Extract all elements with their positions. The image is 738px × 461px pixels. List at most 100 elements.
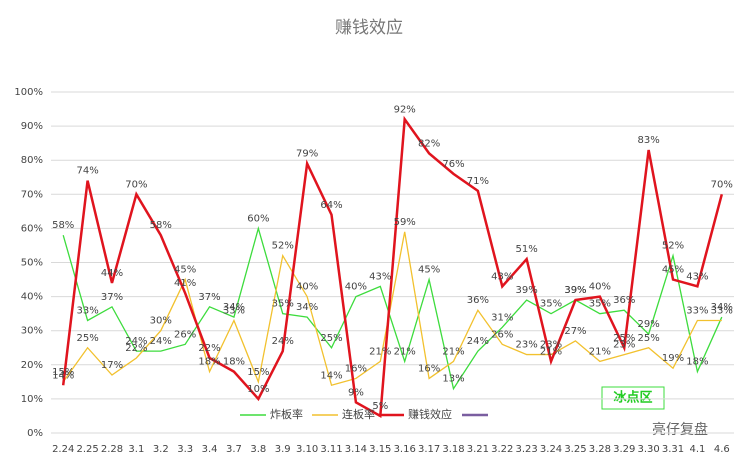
data-label: 71% (467, 176, 489, 187)
data-label: 14% (52, 370, 74, 381)
data-label: 83% (638, 135, 660, 146)
data-label: 76% (442, 159, 464, 170)
data-label: 30% (150, 316, 172, 327)
data-label: 14% (320, 370, 342, 381)
data-label: 34% (296, 302, 318, 313)
data-label: 25% (613, 333, 635, 344)
data-label: 26% (491, 329, 513, 340)
series-line (62, 231, 722, 387)
data-label: 5% (372, 401, 388, 412)
data-label: 82% (418, 138, 440, 149)
legend-label: 连板率 (342, 407, 375, 421)
y-tick-label: 100% (14, 87, 43, 98)
data-label: 36% (467, 295, 489, 306)
data-label: 9% (348, 387, 364, 398)
data-label: 37% (101, 292, 123, 303)
x-tick-label: 3.22 (491, 444, 513, 455)
data-label: 31% (491, 312, 513, 323)
data-label: 45% (174, 265, 196, 276)
data-label: 33% (223, 305, 245, 316)
data-label: 24% (272, 336, 294, 347)
x-tick-label: 3.11 (320, 444, 342, 455)
data-label: 51% (516, 244, 538, 255)
data-label: 26% (174, 329, 196, 340)
x-tick-label: 3.7 (226, 444, 242, 455)
data-label: 18% (223, 357, 245, 368)
data-label: 34% (711, 302, 733, 313)
data-label: 52% (272, 241, 294, 252)
x-tick-label: 2.28 (101, 444, 123, 455)
data-label: 79% (296, 149, 318, 160)
data-label: 18% (198, 357, 220, 368)
data-label: 40% (589, 282, 611, 293)
data-label: 40% (345, 282, 367, 293)
data-label: 60% (247, 213, 269, 224)
data-label: 21% (394, 346, 416, 357)
x-tick-label: 2.25 (76, 444, 98, 455)
x-tick-label: 3.15 (369, 444, 391, 455)
x-tick-label: 2.24 (52, 444, 74, 455)
data-label: 58% (52, 220, 74, 231)
data-label: 29% (638, 319, 660, 330)
data-label: 45% (418, 265, 440, 276)
data-label: 21% (540, 346, 562, 357)
chart-title: 赚钱效应 (335, 18, 403, 38)
x-tick-label: 3.3 (177, 444, 193, 455)
y-tick-label: 20% (21, 360, 43, 371)
series-line (61, 115, 724, 418)
x-tick-label: 3.4 (202, 444, 218, 455)
data-label: 10% (247, 384, 269, 395)
data-label: 34% (223, 302, 245, 313)
data-label: 35% (272, 299, 294, 310)
data-label: 17% (101, 360, 123, 371)
data-label: 40% (296, 282, 318, 293)
x-tick-label: 3.16 (394, 444, 416, 455)
data-label: 43% (369, 271, 391, 282)
legend-label: 炸板率 (270, 407, 303, 421)
data-label: 16% (345, 363, 367, 374)
data-label: 33% (711, 305, 733, 316)
data-label: 45% (662, 265, 684, 276)
data-label: 21% (369, 346, 391, 357)
data-label: 27% (564, 326, 586, 337)
annotation: 冰点区 (613, 390, 652, 406)
data-label: 44% (101, 268, 123, 279)
annotation-box (601, 386, 665, 410)
legend-label: 赚钱效应 (408, 407, 452, 421)
data-label: 25% (638, 333, 660, 344)
data-label: 15% (247, 367, 269, 378)
series-line (62, 225, 723, 391)
data-label: 41% (174, 278, 196, 289)
watermark: 亮仔复盘 (652, 421, 708, 438)
data-label: 74% (76, 166, 98, 177)
data-label: 43% (491, 271, 513, 282)
x-tick-label: 4.1 (689, 444, 705, 455)
x-tick-label: 4.6 (714, 444, 730, 455)
x-tick-label: 3.29 (613, 444, 635, 455)
data-label: 24% (125, 336, 147, 347)
data-label: 22% (125, 343, 147, 354)
x-tick-label: 3.9 (275, 444, 291, 455)
x-tick-label: 3.10 (296, 444, 318, 455)
data-label: 59% (394, 217, 416, 228)
data-label: 39% (564, 285, 586, 296)
data-label: 25% (76, 333, 98, 344)
data-label: 24% (150, 336, 172, 347)
x-tick-label: 3.1 (128, 444, 144, 455)
x-tick-label: 3.30 (637, 444, 659, 455)
data-label: 16% (418, 363, 440, 374)
data-label: 70% (125, 179, 147, 190)
data-label: 19% (662, 353, 684, 364)
data-label: 92% (394, 104, 416, 115)
data-label: 36% (613, 295, 635, 306)
data-label: 23% (516, 340, 538, 351)
data-label: 21% (589, 346, 611, 357)
y-tick-label: 40% (21, 292, 43, 303)
x-tick-label: 3.28 (589, 444, 611, 455)
y-tick-label: 60% (21, 223, 43, 234)
data-label: 21% (442, 346, 464, 357)
x-tick-label: 3.18 (442, 444, 464, 455)
data-label: 39% (564, 285, 586, 296)
x-tick-label: 3.24 (540, 444, 562, 455)
